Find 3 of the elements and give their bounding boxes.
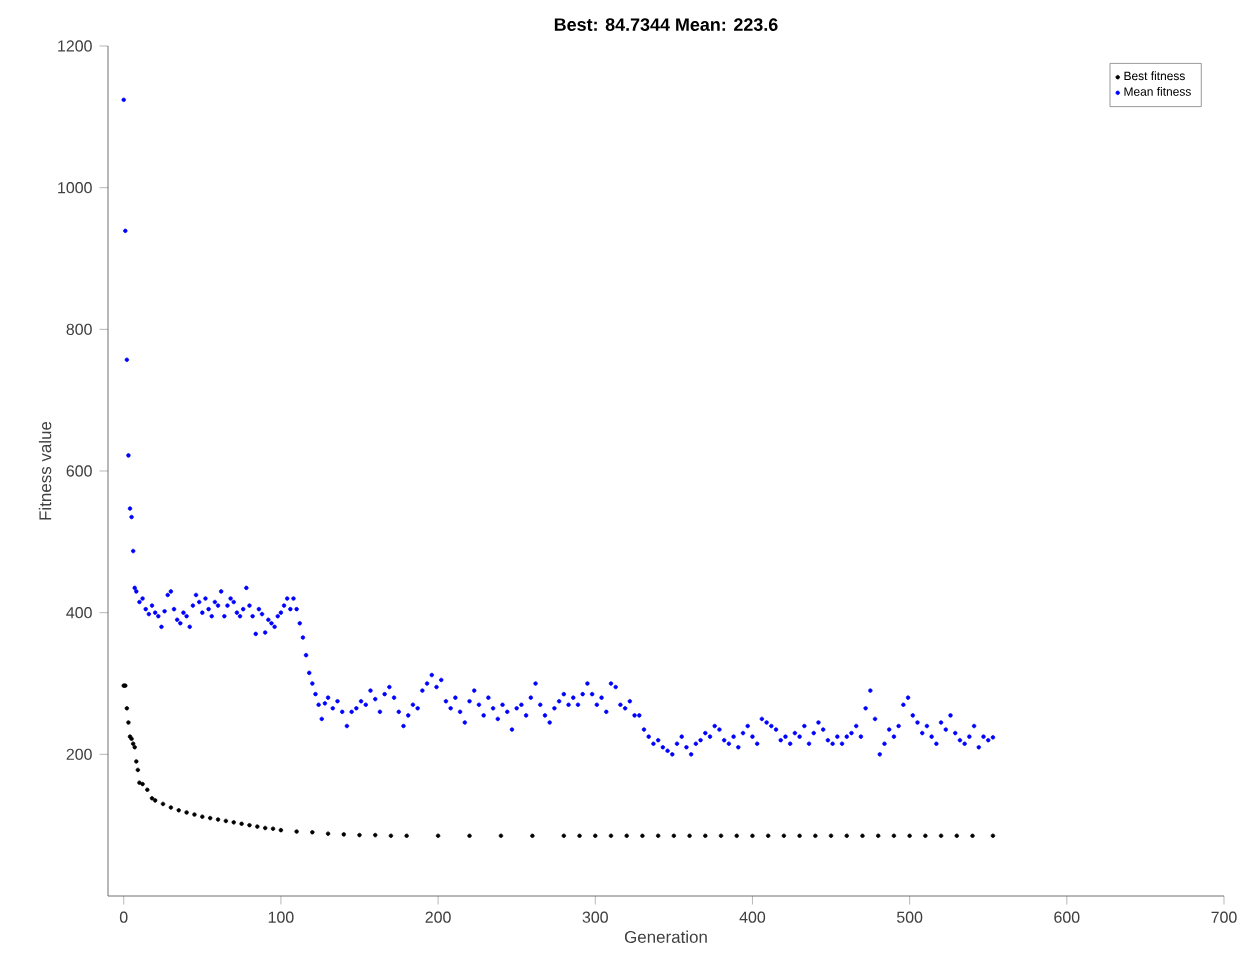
y-axis-title: Fitness value: [38, 421, 52, 520]
x-axis-title: Generation: [624, 930, 707, 943]
chart-title: Best: 84.7344 Mean: 223.6: [554, 18, 778, 31]
